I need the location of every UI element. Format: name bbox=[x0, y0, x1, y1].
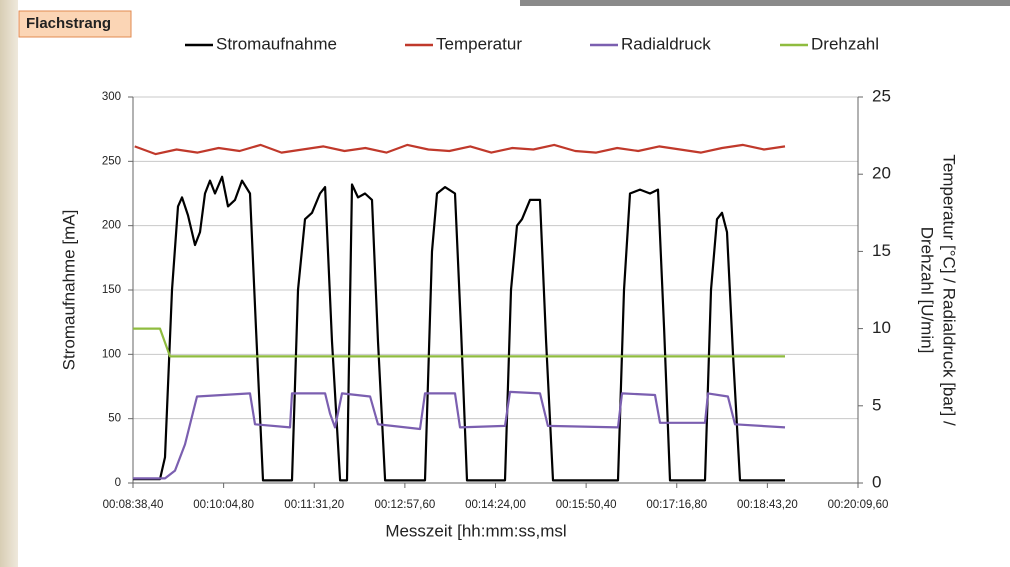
series-line bbox=[133, 390, 786, 480]
title-box bbox=[18, 10, 132, 38]
y-tick-label: 0 bbox=[115, 477, 121, 489]
y2-tick-label: 15 bbox=[872, 241, 891, 260]
top-strip bbox=[520, 0, 1010, 6]
y2-tick-label: 20 bbox=[872, 164, 891, 183]
x-tick-label: 00:11:31,20 bbox=[284, 499, 344, 511]
x-tick-label: 00:15:50,40 bbox=[556, 499, 617, 511]
legend-label: Temperatur bbox=[436, 34, 522, 53]
y-tick-label: 100 bbox=[102, 348, 121, 360]
y-tick-label: 200 bbox=[102, 220, 121, 232]
y2-tick-label: 10 bbox=[872, 318, 891, 337]
legend-label: Drehzahl bbox=[811, 34, 879, 53]
y2-tick-label: 5 bbox=[872, 395, 881, 414]
y-tick-label: 250 bbox=[102, 155, 121, 167]
chart-title: Flachstrang bbox=[26, 15, 111, 32]
x-tick-label: 00:10:04,80 bbox=[193, 499, 254, 511]
x-tick-label: 00:12:57,60 bbox=[374, 499, 435, 511]
y2-axis-title-1: Temperatur [°C] / Radialdruck [bar] / bbox=[940, 154, 959, 426]
x-tick-label: 00:14:24,00 bbox=[465, 499, 526, 511]
x-tick-label: 00:18:43,20 bbox=[737, 499, 798, 511]
y-tick-label: 300 bbox=[102, 91, 121, 103]
y2-tick-label: 25 bbox=[872, 86, 891, 105]
y-tick-label: 50 bbox=[108, 413, 121, 425]
x-tick-label: 00:17:16,80 bbox=[646, 499, 707, 511]
legend-label: Stromaufnahme bbox=[216, 34, 337, 53]
y2-tick-label: 0 bbox=[872, 472, 881, 491]
y-tick-label: 150 bbox=[102, 284, 121, 296]
series-line bbox=[133, 175, 785, 482]
series-line bbox=[133, 327, 785, 358]
y-axis-title: Stromaufnahme [mA] bbox=[59, 210, 78, 371]
legend-label: Radialdruck bbox=[621, 34, 711, 53]
series-line bbox=[134, 143, 786, 156]
x-axis-title: Messzeit [hh:mm:ss,msl bbox=[385, 521, 566, 540]
left-strip bbox=[0, 0, 18, 567]
y2-axis-title-2: Drehzahl [U/min] bbox=[918, 227, 937, 354]
x-tick-label: 00:08:38,40 bbox=[103, 499, 164, 511]
x-tick-label: 00:20:09,60 bbox=[828, 499, 889, 511]
